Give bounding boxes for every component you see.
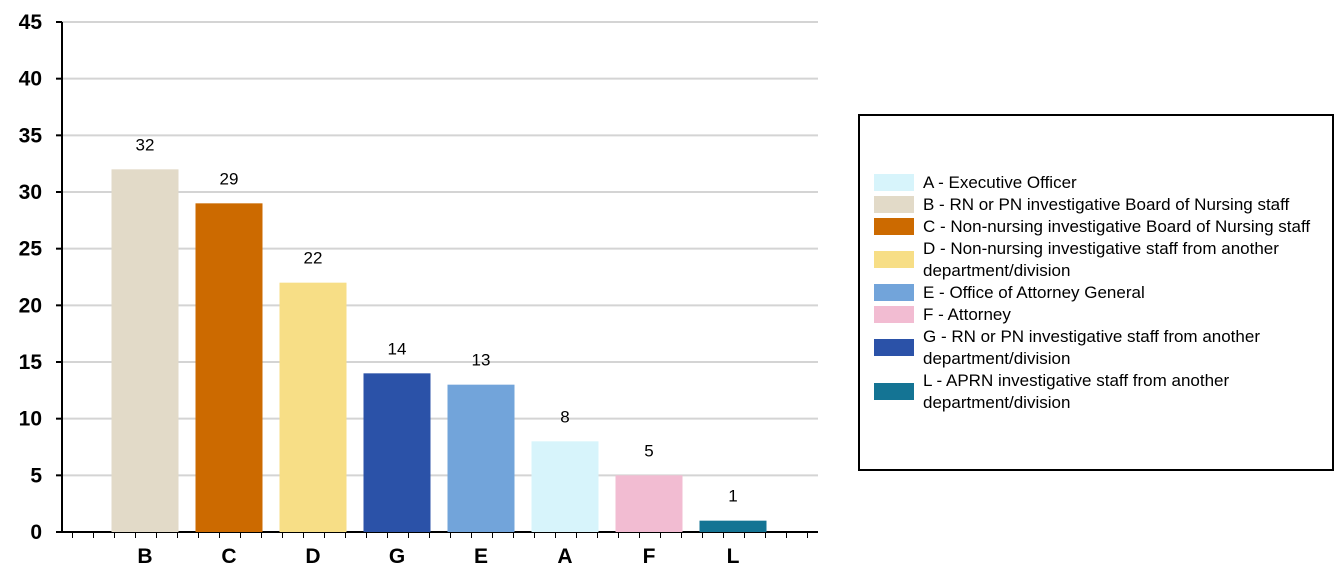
x-tick-label-L: L: [727, 545, 740, 566]
legend-item: D - Non-nursing investigative staff from…: [874, 238, 1332, 282]
y-tick-labels: 0 5 10 15 20 25 30 35 40 45: [19, 11, 43, 544]
legend-swatch: [874, 284, 914, 301]
bar-C: [195, 203, 263, 533]
legend-label: D - Non-nursing investigative staff from…: [923, 238, 1279, 280]
y-tick-label: 10: [19, 408, 42, 431]
x-tick-label-E: E: [474, 545, 488, 566]
legend-item: L - APRN investigative staff from anothe…: [874, 370, 1332, 414]
legend-label: L - APRN investigative staff from anothe…: [923, 370, 1230, 412]
bar-chart: 0 5 10 15 20 25 30 35 40 45 32 29 22 14 13 8 5 1 B C D G E A F…: [19, 11, 818, 566]
y-tick-label: 5: [30, 464, 42, 487]
data-label-L: 1: [728, 487, 737, 506]
legend-label: E - Office of Attorney General: [923, 282, 1145, 302]
legend-item: F - Attorney: [874, 304, 1332, 326]
data-label-G: 14: [388, 339, 407, 358]
legend-swatch: [874, 383, 914, 400]
gridlines: [62, 21, 818, 477]
data-label-E: 13: [472, 351, 491, 370]
x-tick-label-F: F: [643, 545, 656, 566]
x-minor-ticks: [72, 532, 808, 538]
bar-G: [363, 373, 431, 532]
legend-swatch: [874, 196, 914, 213]
legend-item: B - RN or PN investigative Board of Nurs…: [874, 194, 1332, 216]
x-tick-label-B: B: [137, 545, 152, 566]
data-label-F: 5: [644, 441, 653, 460]
bar-A: [531, 441, 599, 532]
bar-F: [615, 475, 683, 532]
y-tick-label: 45: [19, 11, 43, 34]
y-tick-label: 25: [19, 238, 43, 261]
data-label-A: 8: [560, 407, 569, 426]
y-tick-label: 35: [19, 124, 43, 147]
bar-L: [699, 520, 767, 532]
y-tick-label: 15: [19, 351, 43, 374]
y-tick-label: 40: [19, 68, 42, 91]
legend-item: E - Office of Attorney General: [874, 282, 1332, 304]
legend-item: A - Executive Officer: [874, 172, 1332, 194]
axes: [56, 21, 818, 533]
data-label-C: 29: [220, 169, 239, 188]
data-label-D: 22: [304, 249, 323, 268]
bars: [111, 169, 767, 533]
legend-item: C - Non-nursing investigative Board of N…: [874, 216, 1332, 238]
legend-swatch: [874, 251, 914, 268]
bar-B: [111, 169, 179, 533]
y-tick-label: 20: [19, 294, 42, 317]
legend-label: A - Executive Officer: [923, 172, 1077, 192]
legend-swatch: [874, 174, 914, 191]
legend-swatch: [874, 306, 914, 323]
legend-swatch: [874, 339, 914, 356]
legend-swatch: [874, 218, 914, 235]
legend-label: F - Attorney: [923, 304, 1011, 324]
x-tick-label-D: D: [305, 545, 320, 566]
y-tick-label: 0: [30, 521, 42, 544]
legend: A - Executive Officer B - RN or PN invest…: [858, 114, 1334, 471]
legend-label: B - RN or PN investigative Board of Nurs…: [923, 194, 1290, 214]
legend-label: G - RN or PN investigative staff from an…: [923, 326, 1260, 368]
legend-label: C - Non-nursing investigative Board of N…: [923, 216, 1311, 236]
y-tick-label: 30: [19, 181, 42, 204]
x-tick-label-A: A: [557, 545, 572, 566]
bar-E: [447, 384, 515, 532]
x-tick-label-G: G: [389, 545, 405, 566]
data-label-B: 32: [136, 135, 155, 154]
legend-item: G - RN or PN investigative staff from an…: [874, 326, 1332, 370]
x-tick-label-C: C: [221, 545, 236, 566]
data-labels: 32 29 22 14 13 8 5 1: [136, 135, 738, 505]
bar-D: [279, 282, 347, 532]
